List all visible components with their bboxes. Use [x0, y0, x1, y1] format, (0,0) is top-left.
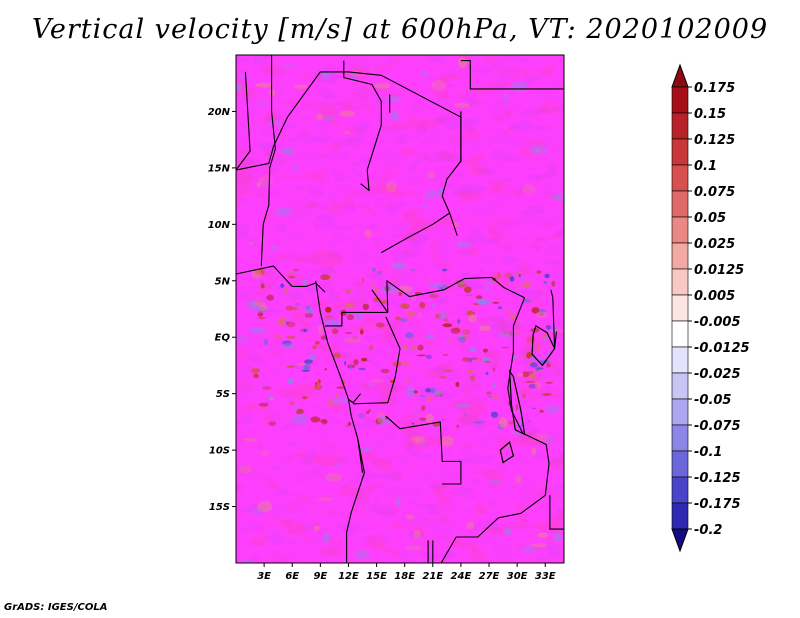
colorbar-swatch: [671, 372, 689, 400]
colorbar-swatch: [671, 320, 689, 348]
colorbar-label: -0.075: [694, 419, 741, 434]
colorbar-label: 0.1: [694, 159, 717, 174]
colorbar-label: -0.025: [694, 367, 741, 382]
lon-tick-label: 24E: [451, 571, 472, 582]
latitude-axis: 20N 15N 10N 5N EQ 5S 10S 15S: [208, 107, 236, 513]
colorbar-label: 0.025: [694, 237, 735, 252]
colorbar-label: -0.005: [694, 315, 741, 330]
longitude-axis: 3E 6E 9E 12E 15E 18E 21E 24E 27E 30E 33E: [257, 563, 556, 582]
lat-tick-label: 5S: [216, 389, 230, 400]
colorbar-label: -0.175: [694, 497, 741, 512]
colorbar-swatch: [671, 138, 689, 166]
colorbar-label: -0.05: [694, 393, 731, 408]
colorbar-swatch: [671, 164, 689, 192]
lon-tick-label: 3E: [257, 571, 271, 582]
lon-tick-label: 6E: [285, 571, 299, 582]
colorbar-label: -0.125: [694, 471, 741, 486]
lat-tick-label: 10S: [209, 446, 230, 457]
colorbar-swatch: [671, 86, 689, 114]
colorbar-swatch: [671, 216, 689, 244]
colorbar-label: -0.0125: [694, 341, 750, 356]
lat-tick-label: 15S: [209, 502, 230, 513]
lon-tick-label: 30E: [507, 571, 528, 582]
colorbar-label: 0.15: [694, 107, 726, 122]
colorbar-swatch: [671, 476, 689, 504]
colorbar-label: 0.075: [694, 185, 735, 200]
lat-tick-label: 20N: [208, 107, 231, 118]
colorbar-label: 0.175: [694, 81, 735, 96]
lon-tick-label: 33E: [535, 571, 556, 582]
lon-tick-label: 9E: [313, 571, 327, 582]
colorbar-swatch: [671, 190, 689, 218]
lon-tick-label: 12E: [338, 571, 359, 582]
colorbar-label: 0.005: [694, 289, 735, 304]
colorbar-label: 0.05: [694, 211, 726, 226]
lat-tick-label: 5N: [215, 276, 231, 287]
velocity-field: [236, 55, 564, 563]
lon-tick-label: 15E: [366, 571, 387, 582]
colorbar-swatch: [671, 268, 689, 296]
colorbar-label: 0.0125: [694, 263, 744, 278]
lat-tick-label: EQ: [215, 333, 231, 344]
lat-tick-label: 15N: [208, 163, 231, 174]
grads-credit: GrADS: IGES/COLA: [4, 602, 108, 613]
map-title: Vertical velocity [m/s] at 600hPa, VT: 2…: [31, 14, 769, 45]
colorbar-label: -0.2: [694, 523, 722, 538]
lon-tick-label: 18E: [394, 571, 415, 582]
colorbar-swatch: [671, 294, 689, 322]
map-frame: [235, 54, 565, 564]
colorbar-swatch: [671, 424, 689, 452]
colorbar-swatch: [671, 112, 689, 140]
colorbar-bottom-arrow: [671, 528, 689, 553]
colorbar: 0.175 0.15 0.125 0.1 0.075 0.05 0.025 0.0125 0.0…: [671, 63, 750, 553]
colorbar-swatch: [671, 450, 689, 478]
colorbar-top-arrow: [671, 63, 689, 88]
colorbar-label: 0.125: [694, 133, 735, 148]
lon-tick-label: 27E: [479, 571, 500, 582]
colorbar-swatch: [671, 346, 689, 374]
lon-tick-label: 21E: [422, 571, 443, 582]
colorbar-swatch: [671, 242, 689, 270]
lat-tick-label: 10N: [208, 220, 231, 231]
colorbar-swatch: [671, 398, 689, 426]
colorbar-label: -0.1: [694, 445, 722, 460]
country-borders: [236, 55, 564, 563]
colorbar-swatch: [671, 502, 689, 530]
